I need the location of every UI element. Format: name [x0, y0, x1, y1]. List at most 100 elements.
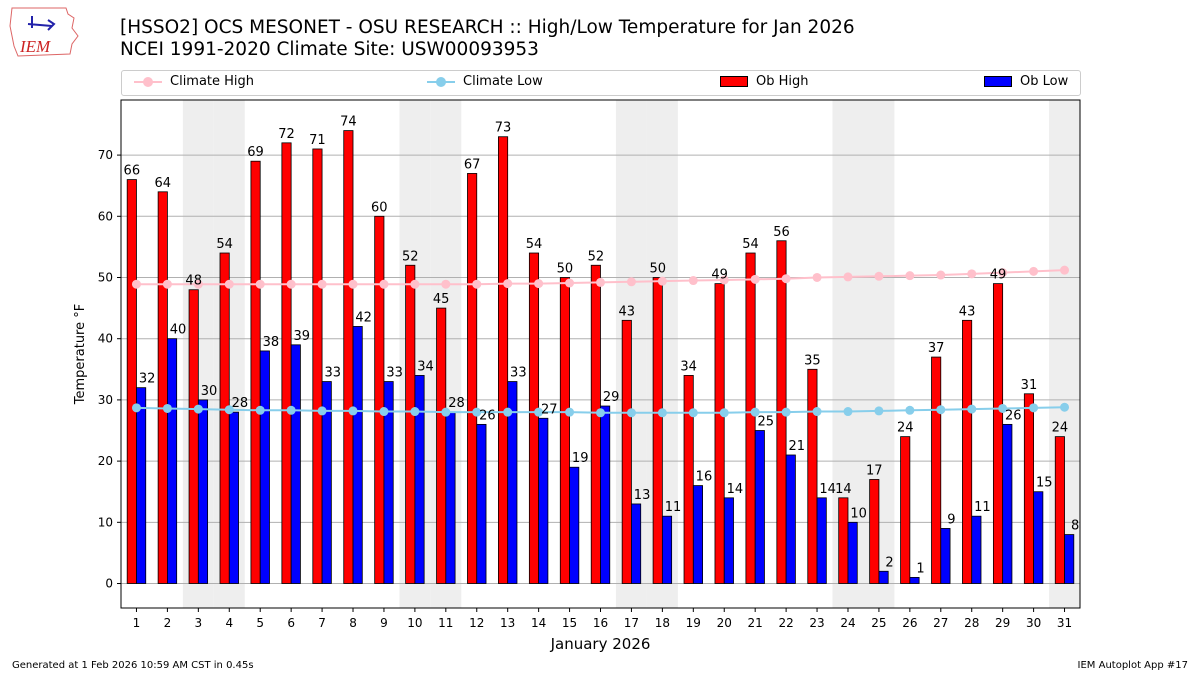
legend-climate-high: Climate High — [134, 74, 254, 89]
climate-low-point — [193, 404, 203, 414]
ob-high-bar — [838, 497, 849, 584]
ob-high-label: 50 — [649, 261, 666, 276]
ob-low-bar — [785, 454, 796, 584]
y-tick-label: 30 — [98, 393, 113, 407]
ob-high-bar — [374, 215, 385, 584]
ob-high-bar — [498, 136, 509, 584]
x-tick-label: 7 — [318, 616, 326, 630]
ob-low-bar — [445, 411, 456, 584]
ob-high-bar — [652, 277, 663, 584]
ob-low-bar — [290, 344, 301, 584]
climate-low-point — [905, 405, 915, 415]
ob-high-bar — [219, 252, 230, 584]
climate-low-point — [410, 407, 420, 417]
ob-high-label: 60 — [371, 200, 388, 215]
ob-low-label: 21 — [788, 439, 805, 454]
ob-high-label: 66 — [124, 164, 141, 179]
ob-high-bar — [250, 160, 261, 584]
ob-high-bar — [714, 283, 725, 584]
x-tick-label: 31 — [1057, 616, 1072, 630]
ob-high-label: 67 — [464, 157, 481, 172]
legend-label: Ob High — [756, 74, 809, 89]
x-tick-label: 9 — [380, 616, 388, 630]
x-tick-label: 25 — [871, 616, 886, 630]
climate-high-point — [781, 274, 791, 284]
x-tick-label: 30 — [1026, 616, 1041, 630]
ob-low-label: 9 — [947, 512, 955, 527]
climate-high-point — [565, 278, 575, 288]
legend-ob-high: Ob High — [720, 74, 809, 89]
ob-high-swatch — [720, 76, 748, 87]
ob-high-bar — [807, 368, 818, 584]
ob-high-label: 43 — [619, 304, 636, 319]
ob-low-bar — [692, 485, 703, 584]
x-tick-label: 20 — [717, 616, 732, 630]
x-tick-label: 14 — [531, 616, 546, 630]
x-tick-label: 19 — [686, 616, 701, 630]
x-tick-label: 21 — [748, 616, 763, 630]
climate-low-point — [534, 407, 544, 417]
iem-logo: IEM — [8, 6, 80, 58]
climate-low-point — [781, 407, 791, 417]
x-tick-label: 26 — [902, 616, 917, 630]
climate-low-point — [472, 407, 482, 417]
ob-high-label: 17 — [866, 463, 883, 478]
ob-low-bar — [259, 350, 270, 584]
ob-high-bar — [188, 289, 199, 584]
y-tick-label: 70 — [98, 148, 113, 162]
ob-low-label: 42 — [355, 310, 372, 325]
ob-high-label: 54 — [742, 237, 759, 252]
ob-low-label: 38 — [263, 335, 280, 350]
climate-high-point — [193, 279, 203, 289]
climate-low-point — [843, 407, 853, 417]
ob-high-bar — [962, 319, 973, 584]
ob-low-bar — [507, 381, 518, 584]
ob-low-bar — [383, 381, 394, 584]
legend-label: Climate High — [170, 74, 255, 89]
climate-high-point — [379, 279, 389, 289]
y-tick-label: 10 — [98, 515, 113, 529]
ob-high-label: 49 — [990, 268, 1007, 283]
ob-low-label: 33 — [510, 366, 527, 381]
ob-high-label: 35 — [804, 353, 821, 368]
x-tick-label: 28 — [964, 616, 979, 630]
ob-high-label: 72 — [278, 127, 295, 142]
ob-high-bar — [405, 264, 416, 584]
ob-high-bar — [559, 277, 570, 584]
ob-low-label: 11 — [665, 500, 682, 515]
climate-high-point — [998, 268, 1008, 278]
ob-high-bar — [869, 479, 880, 584]
climate-high-point — [534, 279, 544, 289]
ob-high-label: 54 — [526, 237, 543, 252]
ob-low-bar — [414, 375, 425, 584]
x-tick-label: 24 — [840, 616, 855, 630]
ob-high-label: 54 — [216, 237, 233, 252]
ob-high-bar — [1023, 393, 1034, 584]
ob-low-bar — [1033, 491, 1044, 584]
climate-low-point — [379, 407, 389, 417]
ob-low-label: 32 — [139, 372, 156, 387]
y-axis-label: Temperature °F — [73, 304, 88, 405]
legend-ob-low: Ob Low — [984, 74, 1068, 89]
climate-low-point — [719, 408, 729, 418]
ob-high-label: 24 — [1052, 421, 1069, 436]
ob-low-bar — [538, 417, 549, 584]
y-tick-label: 0 — [105, 577, 113, 591]
ob-low-label: 29 — [603, 390, 620, 405]
ob-low-label: 28 — [232, 396, 249, 411]
ob-high-bar — [683, 375, 694, 584]
legend-label: Ob Low — [1020, 74, 1069, 89]
x-tick-label: 6 — [287, 616, 295, 630]
climate-high-point — [905, 271, 915, 281]
logo-text: IEM — [19, 37, 51, 56]
x-tick-label: 17 — [624, 616, 639, 630]
ob-low-label: 39 — [294, 329, 311, 344]
ob-high-label: 31 — [1021, 378, 1038, 393]
y-tick-label: 20 — [98, 454, 113, 468]
x-tick-label: 15 — [562, 616, 577, 630]
plot-frame — [120, 99, 1081, 609]
ob-low-bar — [600, 405, 611, 584]
x-tick-label: 29 — [995, 616, 1010, 630]
y-tick-label: 50 — [98, 270, 113, 284]
